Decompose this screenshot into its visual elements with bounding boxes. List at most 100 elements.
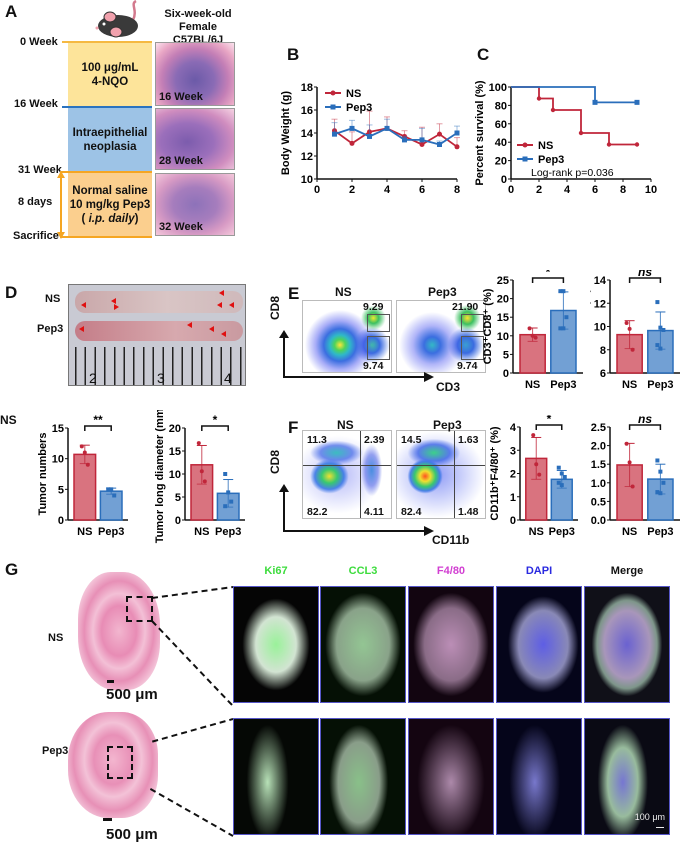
box-text: i.p. daily [88,212,135,225]
histology-label: 16 Week [159,91,203,103]
data-point [658,491,663,496]
y-tick-label: 10 [52,454,64,466]
row-label-pep3: Pep3 [42,745,69,757]
if-scale-label: 100 μm [634,812,665,822]
y-tick-label: 16 [301,105,313,117]
data-point [655,300,660,305]
panel-label-b: B [287,45,300,64]
y-tick-label: 0 [503,368,509,380]
data-point [658,469,663,474]
significance-bracket [535,424,563,430]
y-tick-label: 20 [497,294,509,306]
series-line-ns [333,127,458,148]
data-point [556,465,561,470]
y-tick-label: 0 [175,515,181,527]
category-label: Pep3 [550,379,576,391]
data-point [655,490,660,495]
y-tick-label: 15 [497,312,509,324]
if-image-ns-ccl3 [320,586,406,703]
panel-label-f: F [288,418,299,437]
y-tick-label: 6 [600,368,606,380]
treatment-duration-arrow-icon [57,171,65,239]
if-image-pep3-dapi [496,718,582,835]
cut-group-label: NS [0,413,17,427]
bar-pep3 [99,490,123,521]
y-tick-label: 15 [52,423,64,435]
quadrant-line [454,431,455,518]
y-tick-label: 5 [58,484,64,496]
cd8-gate [461,314,484,332]
significance-label: * [547,415,552,426]
timeline-divider [62,41,152,43]
gate-value: 9.74 [457,360,478,372]
data-point [531,433,536,438]
data-point [402,137,407,143]
panel-label-d: D [5,283,18,302]
legend-label: NS [346,88,361,100]
data-point [661,327,666,332]
significance-bracket [201,425,229,431]
legend-label: Pep3 [346,102,372,114]
data-point [229,499,234,504]
data-point [332,131,337,137]
timeline-divider [60,171,152,173]
censor-mark [606,142,612,147]
x-tick-label: 6 [419,184,425,195]
data-point [561,326,566,331]
stain-header-merge: Merge [610,565,644,577]
significance-bracket [84,425,112,431]
histology-image: 16 Week [155,42,235,106]
mouse-icon [95,0,138,38]
y-tick-label: 0 [58,515,64,527]
data-point [196,441,201,446]
quadrant-value: 2.39 [364,434,385,446]
y-tick-label: 10 [594,322,606,334]
gate-value: 9.74 [363,360,384,372]
timeline-label: 0 Week [20,36,58,48]
y-tick-label: 10 [169,469,181,481]
quadrant-value: 1.48 [458,506,479,518]
data-point [558,326,563,331]
y-tick-label: 0 [501,174,507,186]
quadrant-line [397,465,485,466]
m1-m2-ratio-chart: 0.0 0.5 1.0 1.5 2.0 2.5 M1/M2 ration NS Pep3 ns [585,415,680,538]
timeline-divider [60,236,152,238]
panel-label-a: A [5,2,18,21]
stain-header-dapi: DAPI [525,565,553,577]
series-line-pep3 [334,127,458,146]
y-tick-label: 12 [594,298,606,310]
pep3-esophagus [75,321,243,341]
quadrant-value: 82.4 [401,506,422,518]
data-point [367,133,372,139]
y-axis-label: M1/M2 ration [585,440,586,508]
histology-image: 28 Week [155,108,235,170]
timeline-label: 8 days [18,196,53,208]
significance-label: * [213,413,218,427]
y-tick-label: 40 [495,137,507,149]
histology-image: 32 Week [155,173,235,236]
if-image-pep3-ki67 [233,718,319,835]
box-text: ( i.p. daily) [82,212,139,226]
zoom-region-box [126,596,153,622]
bar-ns [73,453,97,521]
data-point [367,129,372,135]
box-text: ( [81,212,89,225]
censor-mark [634,142,640,147]
tumor-arrowheads-icon [79,290,234,337]
y-axis-label: CD3⁺CD8⁺ (%) [482,288,494,364]
x-tick-label: 8 [620,184,626,195]
significance-label: ** [93,413,103,427]
y-tick-label: 1 [510,492,516,504]
censor-mark [578,130,584,136]
axis-arrows-icon [279,330,434,382]
if-image-ns-ki67 [233,586,319,703]
if-image-pep3-ccl3 [320,718,406,835]
category-label: NS [622,526,637,538]
data-point [437,142,442,147]
box-text: 10 mg/kg Pep3 [69,198,151,211]
group-header-pep3: Pep3 [433,418,462,432]
data-point [630,347,635,352]
y-tick-label: 0 [510,515,516,527]
box-text: Intraepithelial [72,126,148,139]
y-tick-label: 18 [301,82,313,94]
